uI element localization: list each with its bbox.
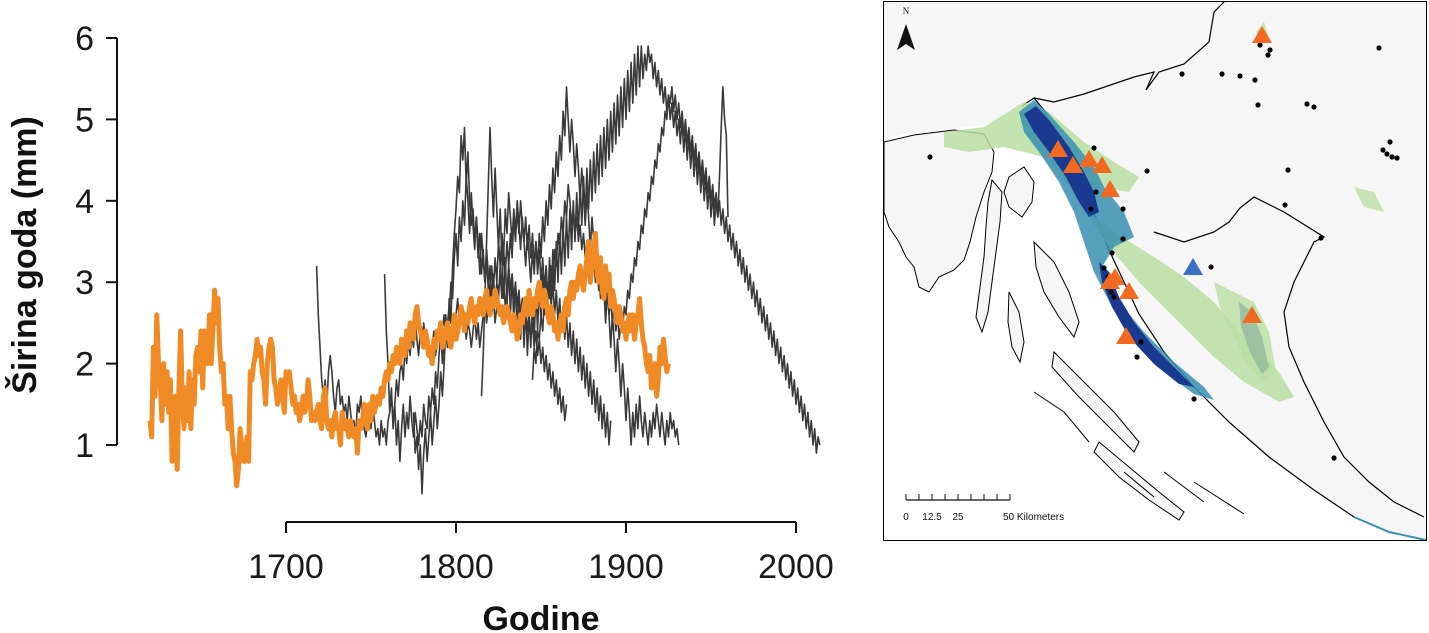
study-area-map: N 0 12.5 25 50 Kilometers — [883, 1, 1427, 541]
site-point — [1091, 145, 1097, 151]
y-axis-ticks: 1 2 3 4 5 6 — [75, 20, 117, 465]
site-marker-orange — [1048, 140, 1068, 157]
site-point — [1191, 396, 1197, 402]
site-marker-orange — [1119, 282, 1139, 299]
island-rab-pag — [1033, 240, 1080, 339]
island-kornati — [1093, 441, 1185, 521]
site-point — [1108, 289, 1114, 295]
site-point — [1111, 294, 1117, 300]
site-point — [1138, 339, 1144, 345]
x-tick-label-1800: 1800 — [418, 548, 494, 586]
tree-ring-chart: 1 2 3 4 5 6 1700 1800 1900 2000 Godine Širina go… — [5, 20, 834, 633]
site-point — [1285, 167, 1291, 173]
site-point — [1257, 42, 1263, 48]
site-point — [1282, 202, 1288, 208]
y-tick-label-5: 5 — [75, 101, 94, 139]
site-point — [927, 154, 933, 160]
site-point — [1255, 102, 1261, 108]
series-line-mean — [147, 230, 671, 489]
site-point — [1208, 264, 1214, 270]
site-point — [1237, 73, 1243, 79]
north-arrow: N — [897, 6, 915, 50]
x-tick-label-1700: 1700 — [248, 548, 324, 586]
site-markers — [1048, 26, 1272, 344]
site-point — [1311, 104, 1317, 110]
island-losinj — [1007, 291, 1025, 364]
scale-label-0: 0 — [903, 512, 909, 523]
scale-label-25: 25 — [952, 512, 964, 523]
map-canvas: N 0 12.5 25 50 Kilometers — [884, 2, 1426, 540]
scale-label-50: 50 Kilometers — [1003, 512, 1064, 523]
island-cres — [975, 178, 1003, 334]
national-border — [1033, 2, 1425, 518]
chart-axes: 1 2 3 4 5 6 1700 1800 1900 2000 — [75, 20, 834, 586]
island-krk — [1003, 166, 1035, 218]
site-marker-orange — [1116, 327, 1136, 344]
site-point — [1134, 354, 1140, 360]
scale-label-12-5: 12.5 — [922, 512, 942, 523]
series-layer — [147, 45, 821, 495]
site-point — [1376, 45, 1382, 51]
site-point — [1219, 71, 1225, 77]
site-point — [1304, 101, 1310, 107]
site-marker-orange — [1079, 150, 1099, 167]
site-point — [1101, 265, 1107, 271]
north-label: N — [903, 6, 910, 16]
scale-bar: 0 12.5 25 50 Kilometers — [903, 494, 1064, 523]
site-point — [1318, 235, 1324, 241]
site-point — [1088, 206, 1094, 212]
y-tick-label-3: 3 — [75, 264, 94, 302]
site-marker-orange — [1252, 26, 1272, 43]
x-axis-ticks: 1700 1800 1900 2000 — [248, 522, 834, 586]
site-point — [1387, 139, 1393, 145]
x-tick-label-1900: 1900 — [588, 548, 664, 586]
site-point — [1252, 77, 1258, 83]
scale-bar-ticks — [905, 494, 1011, 500]
site-point — [1331, 455, 1337, 461]
site-point — [1109, 250, 1115, 256]
site-point — [1179, 71, 1185, 77]
north-arrow-icon — [897, 24, 915, 50]
site-point — [1144, 168, 1150, 174]
y-tick-label-6: 6 — [75, 20, 94, 58]
site-marker-orange — [1092, 156, 1112, 173]
series-line-tree-2 — [412, 86, 680, 495]
site-point — [1120, 206, 1126, 212]
site-point — [1093, 189, 1099, 195]
island-dugi — [1051, 350, 1140, 453]
site-marker-orange — [1242, 306, 1262, 323]
x-axis-title: Godine — [482, 600, 599, 633]
y-axis-title: Širina goda (mm) — [5, 116, 44, 394]
y-tick-label-4: 4 — [75, 183, 94, 221]
site-point — [1394, 155, 1400, 161]
series-line-tree-4 — [531, 86, 821, 454]
coastal-strip — [1353, 516, 1426, 540]
site-marker-blue — [1183, 258, 1203, 275]
site-point — [1380, 147, 1386, 153]
island-small — [1033, 391, 1245, 515]
site-point — [1267, 47, 1273, 53]
site-point — [1120, 236, 1126, 242]
site-marker-orange — [1063, 156, 1083, 173]
site-point — [1389, 154, 1395, 160]
suitability-high-zone — [1024, 106, 1194, 387]
y-tick-label-1: 1 — [75, 427, 94, 465]
site-point — [1265, 52, 1271, 58]
suitability-low-zone — [944, 102, 1294, 402]
site-marker-orange — [1100, 272, 1120, 289]
site-marker-orange — [1100, 180, 1120, 197]
site-point — [1384, 151, 1390, 157]
x-tick-label-2000: 2000 — [758, 548, 834, 586]
y-tick-label-2: 2 — [75, 346, 94, 384]
